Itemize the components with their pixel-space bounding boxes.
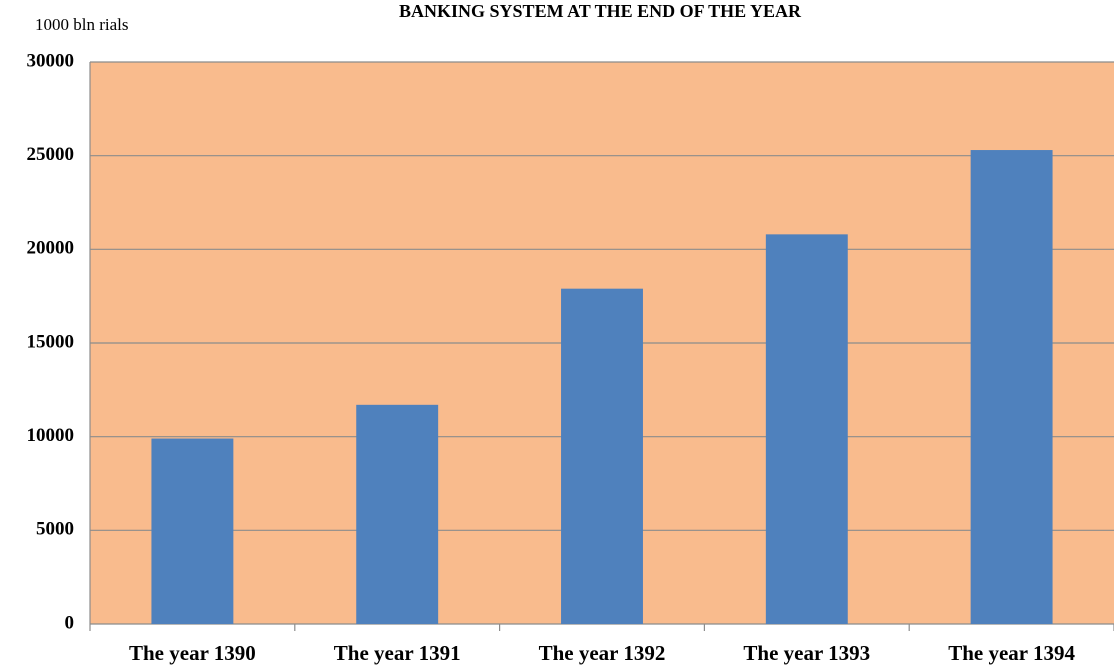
x-tick-label: The year 1391: [334, 641, 461, 665]
bar: [356, 404, 439, 624]
y-tick-label: 10000: [27, 425, 75, 446]
bar: [970, 150, 1053, 624]
y-tick-label: 20000: [27, 238, 75, 259]
x-tick-label: The year 1390: [129, 641, 256, 665]
x-tick-label: The year 1393: [743, 641, 870, 665]
y-tick-label: 25000: [27, 144, 75, 165]
chart-title: BANKING SYSTEM AT THE END OF THE YEAR: [399, 1, 802, 21]
bar: [561, 288, 643, 624]
y-tick-label: 15000: [27, 331, 75, 352]
bar: [151, 438, 234, 624]
y-axis-label: 1000 bln rials: [35, 15, 129, 34]
x-tick-label: The year 1394: [948, 641, 1075, 665]
bar: [765, 234, 848, 624]
x-tick-label: The year 1392: [539, 641, 666, 665]
y-tick-label: 5000: [36, 519, 74, 540]
y-tick-label: 0: [65, 612, 75, 633]
y-tick-label: 30000: [27, 50, 75, 71]
